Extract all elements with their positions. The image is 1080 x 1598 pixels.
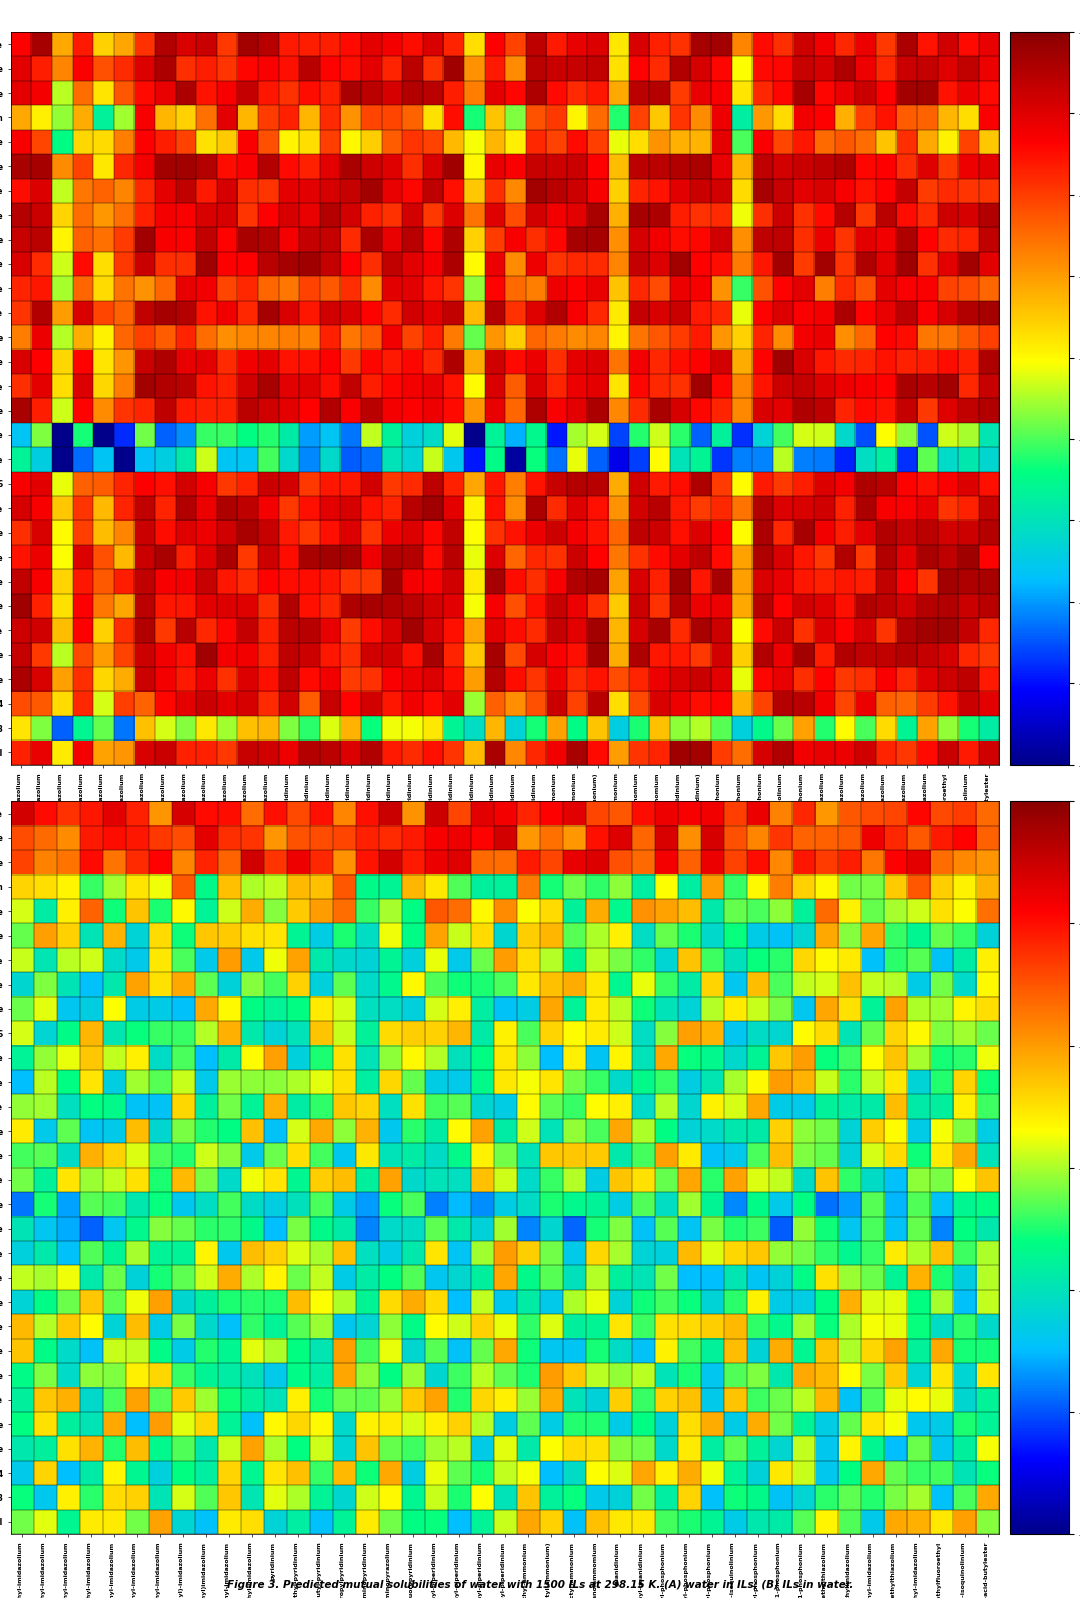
X-axis label: Cations: Cations — [470, 940, 540, 957]
Text: Figure 3. Predicted mutual solubilities of water with 1500 ILs at 298.15 K. (A) : Figure 3. Predicted mutual solubilities … — [227, 1580, 853, 1590]
